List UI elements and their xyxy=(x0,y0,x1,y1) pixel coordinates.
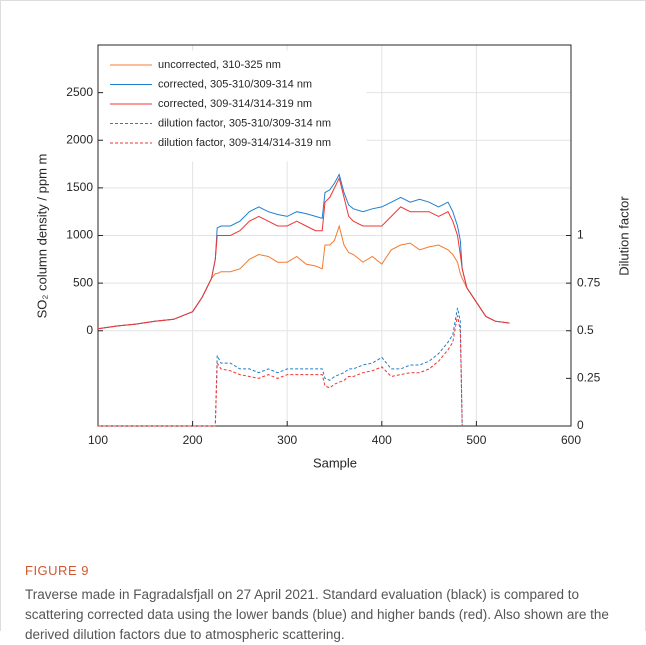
y-axis-label: SO₂ column density / ppm m xyxy=(34,154,49,319)
y-tick-label: 1000 xyxy=(66,228,93,242)
x-tick-label: 200 xyxy=(183,433,203,447)
legend-label: corrected, 305-310/309-314 nm xyxy=(158,78,312,90)
y2-tick-label: 0.25 xyxy=(577,371,601,385)
series-line xyxy=(97,224,510,330)
legend-label: corrected, 309-314/314-319 nm xyxy=(158,98,312,110)
y-tick-label: 500 xyxy=(73,275,93,289)
series-line xyxy=(97,176,510,330)
y-tick-label: 0 xyxy=(86,323,93,337)
x-tick-label: 400 xyxy=(372,433,392,447)
y-tick-label: 2000 xyxy=(66,132,93,146)
caption: Traverse made in Fagradalsfjall on 27 Ap… xyxy=(25,587,609,642)
series-line xyxy=(97,173,510,330)
caption-label: FIGURE 9 xyxy=(25,563,89,578)
y2-tick-label: 1 xyxy=(577,228,584,242)
legend-label: dilution factor, 305-310/309-314 nm xyxy=(158,117,331,129)
series-line xyxy=(98,315,463,427)
y-tick-label: 1500 xyxy=(66,180,93,194)
y-tick-label: 2500 xyxy=(66,85,93,99)
x-axis-label: Sample xyxy=(313,455,357,470)
legend-label: dilution factor, 309-314/314-319 nm xyxy=(158,137,331,149)
y2-tick-label: 0.5 xyxy=(577,323,594,337)
chart: Sample SO₂ column density / ppm m Diluti… xyxy=(34,44,631,470)
legend-label: uncorrected, 310-325 nm xyxy=(158,59,281,71)
x-tick-label: 500 xyxy=(466,433,486,447)
x-tick-label: 300 xyxy=(277,433,297,447)
y2-tick-label: 0.75 xyxy=(577,275,601,289)
series-line xyxy=(98,307,463,427)
x-tick-label: 100 xyxy=(88,433,108,447)
y2-axis-label: Dilution factor xyxy=(616,196,631,276)
y2-tick-label: 0 xyxy=(577,418,584,432)
x-tick-label: 600 xyxy=(561,433,581,447)
